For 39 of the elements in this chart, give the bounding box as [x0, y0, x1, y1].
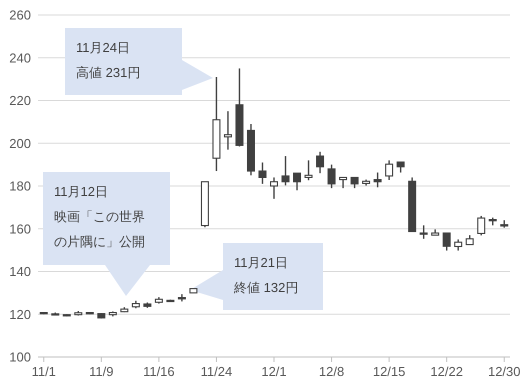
annotation: 11月21日終値 132円: [233, 255, 298, 295]
candlestick: [420, 224, 428, 240]
x-tick-label: 12/15: [372, 364, 406, 379]
y-tick-label: 260: [9, 8, 31, 22]
y-tick-label: 120: [9, 306, 31, 322]
y-tick-label: 180: [9, 178, 31, 194]
candlestick: [350, 176, 359, 189]
y-tick-label: 240: [9, 50, 31, 66]
y-tick-label: 220: [9, 93, 31, 108]
x-tick-label: 12/22: [430, 364, 463, 379]
candlestick: [304, 160, 313, 181]
y-tick-label: 200: [9, 136, 31, 151]
x-tick-label: 11/16: [143, 364, 175, 379]
x-tick-label: 12/1: [261, 364, 287, 379]
x-tick-label: 11/24: [200, 364, 232, 379]
candlestick: [293, 172, 302, 191]
x-tick-label: 12/8: [318, 364, 344, 379]
y-tick-label: 160: [9, 221, 31, 236]
candlestick: [328, 164, 336, 189]
candlestick: [282, 155, 290, 186]
candlestick: [224, 110, 232, 150]
candlestick: [466, 234, 474, 246]
candlestick: [270, 176, 278, 200]
annotation: 11月12日映画「この世界の片隅に」公開: [54, 184, 145, 249]
candlestick: [385, 160, 394, 181]
candlestick: [339, 176, 348, 189]
x-tick-label: 12/30: [488, 364, 521, 379]
candlestick: [258, 162, 266, 185]
candlestick: [316, 151, 324, 174]
y-tick-label: 140: [9, 264, 31, 279]
x-tick-label: 11/1: [32, 364, 56, 379]
candlestick: [374, 172, 382, 188]
candlestick: [442, 232, 451, 252]
y-tick-label: 100: [9, 350, 31, 364]
annotation: 11月24日高値 231円: [76, 40, 140, 80]
candlestick: [396, 161, 405, 174]
x-tick-label: 11/9: [89, 364, 114, 379]
candlestick: [454, 238, 462, 252]
candlestick: [477, 215, 486, 236]
